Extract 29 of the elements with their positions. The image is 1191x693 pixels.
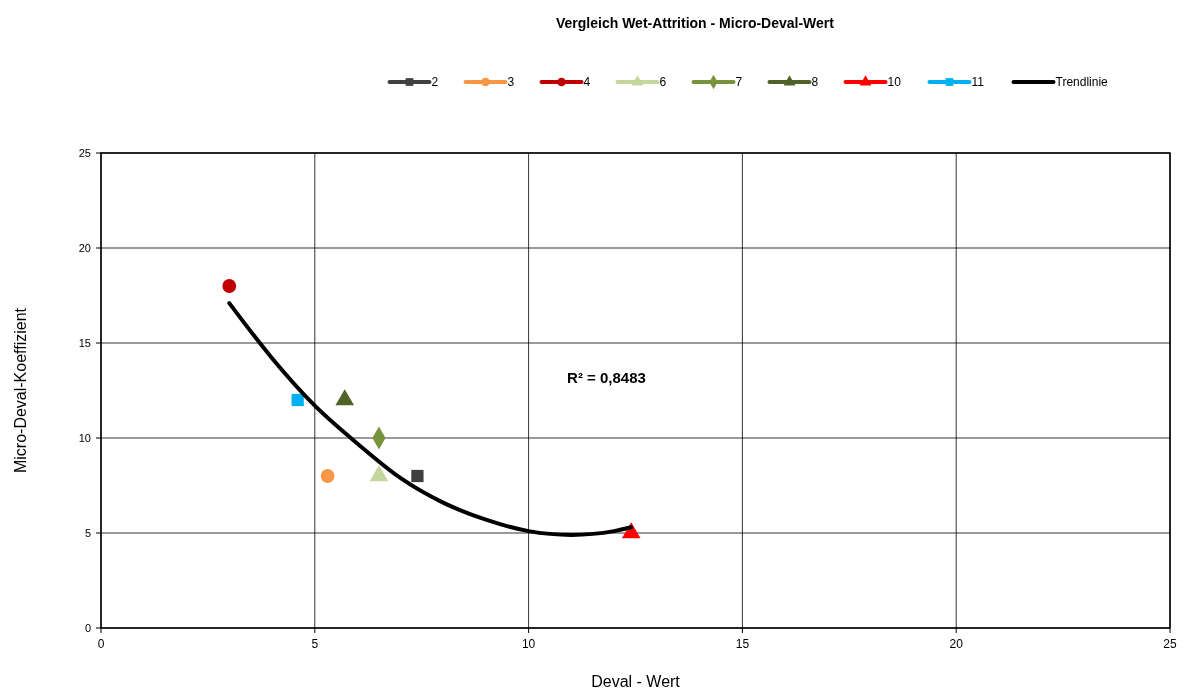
y-tick-label: 15 [78, 337, 91, 349]
point [291, 393, 304, 407]
legend-label: 4 [583, 75, 591, 89]
x-tick-label: 15 [735, 637, 750, 651]
legend-label: 7 [735, 75, 743, 89]
point [411, 469, 424, 483]
x-tick-label: 25 [1163, 637, 1177, 651]
x-tick-label: 0 [97, 637, 105, 651]
y-tick-label: 20 [78, 242, 91, 254]
point [320, 469, 335, 483]
x-tick-label: 5 [311, 637, 319, 651]
y-tick-label: 25 [78, 147, 91, 159]
legend-label: 11 [971, 75, 985, 89]
y-tick-label: 10 [78, 432, 91, 444]
annotation: R² = 0,8483 [567, 368, 646, 386]
chart-title: Vergleich Wet-Attrition - Micro-Deval-Wert [556, 15, 835, 31]
legend-label: Trendlinie [1055, 75, 1109, 89]
point [222, 279, 237, 293]
x-axis-title: Deval - Wert [591, 673, 681, 690]
y-axis-title: Micro-Deval-Koeffizient [12, 307, 29, 474]
legend-label: 3 [507, 75, 515, 89]
y-tick-label: 5 [84, 527, 91, 539]
legend-label: 8 [811, 75, 819, 89]
y-tick-label: 0 [84, 622, 91, 634]
legend-label: 10 [887, 75, 902, 89]
legend-label: 2 [431, 75, 439, 89]
legend-label: 6 [659, 75, 667, 89]
x-tick-label: 20 [949, 637, 964, 651]
x-tick-label: 10 [521, 637, 536, 651]
